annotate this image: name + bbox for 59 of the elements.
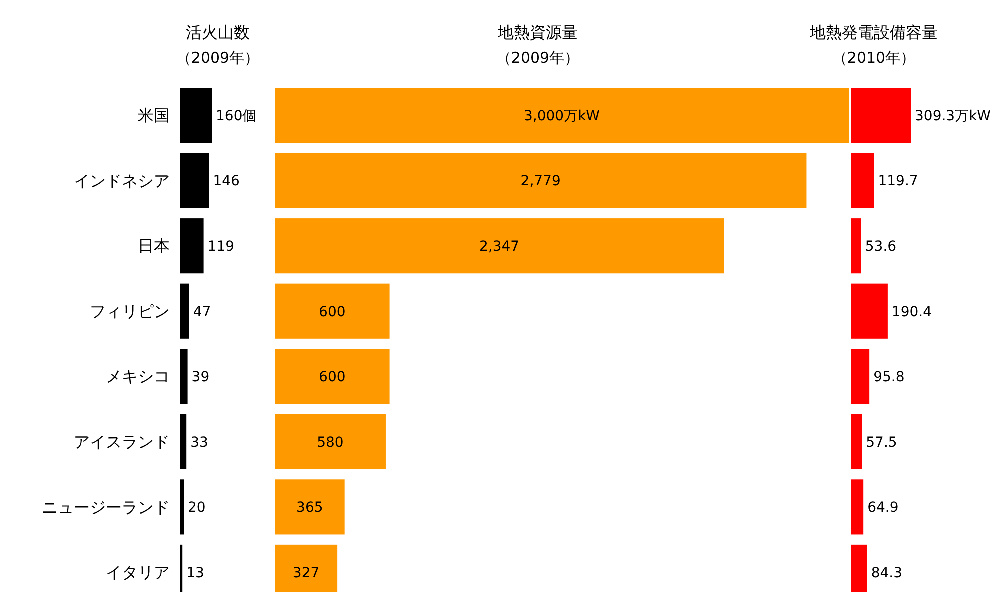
- data-label: 190.4: [892, 304, 932, 320]
- bar: [275, 153, 807, 208]
- bar: [180, 480, 184, 535]
- bar: [851, 218, 862, 274]
- data-label: 327: [292, 565, 320, 582]
- data-label: 64.9: [868, 500, 899, 516]
- y-tick-label: 米国: [138, 106, 170, 126]
- y-tick-label: インドネシア: [74, 171, 170, 190]
- bar: [851, 284, 888, 339]
- chart-title: 地熱発電設備容量: [809, 23, 938, 42]
- y-tick-label: フィリピン: [90, 302, 170, 321]
- data-label: 20: [188, 500, 206, 516]
- bar: [275, 284, 390, 339]
- data-label: 119: [208, 238, 235, 255]
- bar: [851, 153, 874, 208]
- data-label: 95.8: [874, 370, 905, 386]
- chart-title: 活火山数: [186, 23, 250, 42]
- data-label: 3,000万kW: [524, 108, 600, 124]
- bar: [275, 218, 724, 274]
- bar: [275, 414, 386, 470]
- y-tick-label: メキシコ: [106, 367, 170, 386]
- y-tick-label: 日本: [138, 236, 170, 256]
- bar: [851, 414, 862, 470]
- bar: [180, 349, 188, 404]
- data-label: 160個: [216, 108, 257, 124]
- data-label: 33: [190, 434, 208, 451]
- data-label: 309.3万kW: [915, 108, 992, 124]
- data-label: 2,347: [479, 238, 520, 255]
- bar: [851, 480, 864, 535]
- data-label: 146: [213, 174, 240, 190]
- data-label: 600: [319, 304, 346, 320]
- bar: [851, 88, 911, 144]
- data-label: 13: [186, 565, 204, 582]
- y-tick-label: イタリア: [106, 563, 170, 582]
- data-label: 53.6: [865, 238, 897, 255]
- bar: [851, 349, 870, 404]
- bar: [275, 480, 345, 535]
- chart-subtitle: （2009年）: [176, 49, 260, 67]
- bar: [275, 88, 849, 144]
- bar: [180, 284, 190, 339]
- chart-subtitle: （2009年）: [496, 49, 580, 67]
- data-label: 600: [319, 370, 346, 386]
- chart-subtitle: （2010年）: [832, 49, 916, 67]
- data-label: 119.7: [878, 174, 918, 190]
- data-label: 365: [296, 500, 324, 516]
- chart-title: 地熱資源量: [497, 23, 578, 42]
- data-label: 580: [317, 434, 344, 451]
- data-label: 2,779: [520, 174, 561, 190]
- bar: [180, 414, 187, 470]
- bar: [180, 153, 210, 208]
- data-label: 39: [192, 370, 210, 386]
- data-label: 84.3: [871, 565, 903, 582]
- y-tick-label: ニュージーランド: [42, 498, 170, 517]
- bar: [180, 218, 204, 274]
- bar: [275, 349, 390, 404]
- y-tick-label: アイスランド: [74, 432, 170, 452]
- bar: [180, 88, 212, 144]
- data-label: 57.5: [866, 434, 898, 451]
- data-label: 47: [193, 304, 212, 320]
